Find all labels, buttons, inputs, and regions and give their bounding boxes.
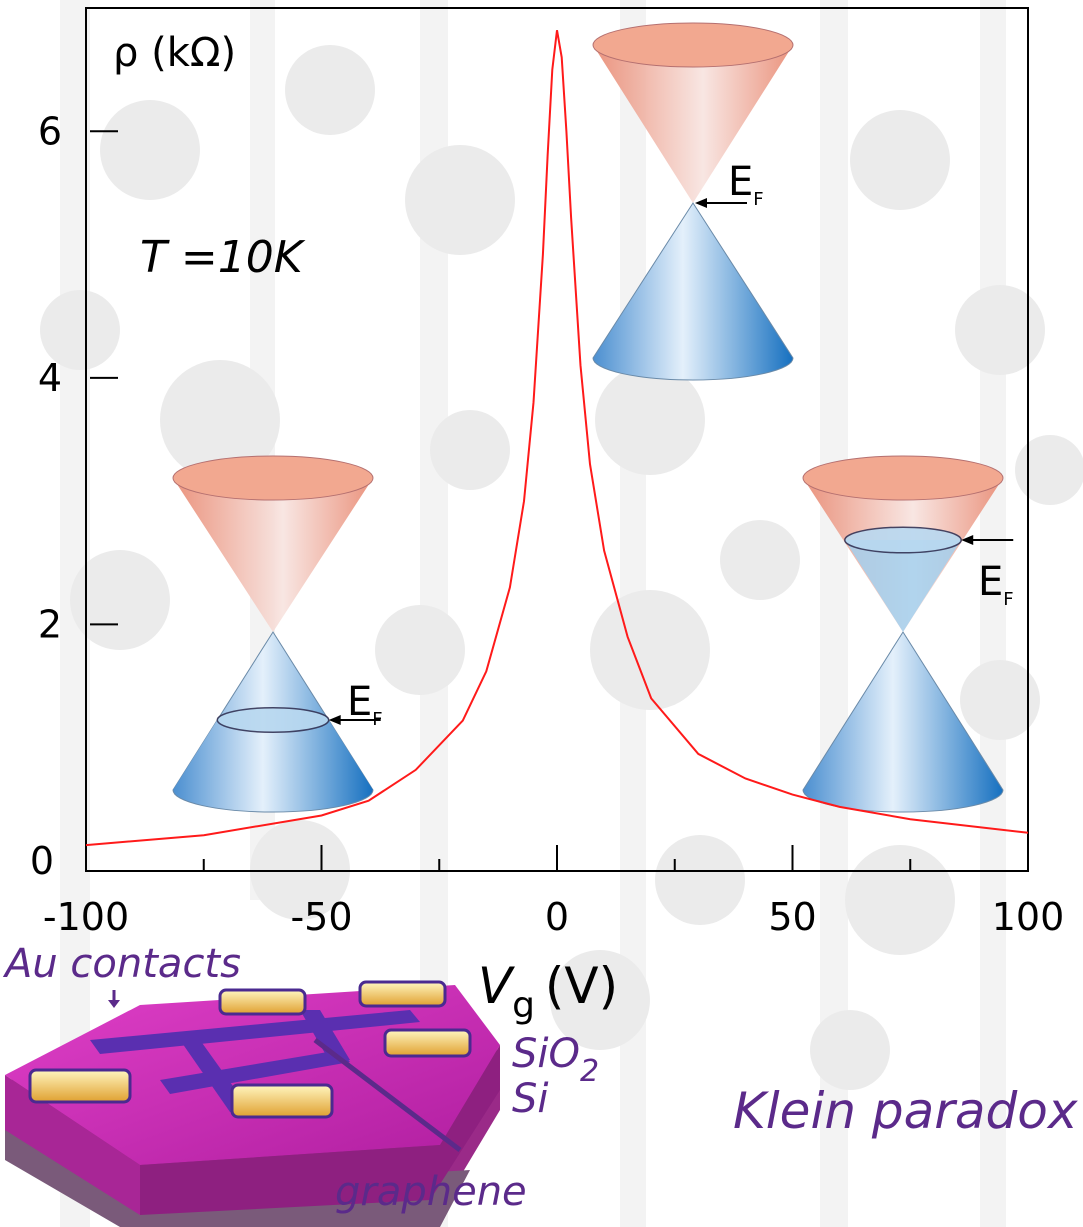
fermi-arrowhead xyxy=(961,535,974,545)
device xyxy=(5,980,500,1227)
cone-rim xyxy=(592,22,794,68)
background-sphere xyxy=(160,360,280,480)
channel-label: graphene xyxy=(335,1169,527,1215)
background-sphere xyxy=(100,100,200,200)
plot: 0 2 4 6 -100 -50 0 50 100 xyxy=(30,30,1064,939)
y-tick-label: 2 xyxy=(38,602,62,646)
filled-band xyxy=(173,720,373,790)
caption: Klein paradox xyxy=(733,1082,1078,1140)
background-sphere xyxy=(845,845,955,955)
fermi-label: EF xyxy=(347,679,383,730)
background-sphere xyxy=(40,290,120,370)
background xyxy=(40,0,1083,1227)
fermi-label: EF xyxy=(978,559,1014,610)
background-sphere xyxy=(590,590,710,710)
x-tick-label: 50 xyxy=(768,895,816,939)
x-label-unit: (V) xyxy=(545,957,618,1015)
background-sphere xyxy=(285,45,375,135)
background-sphere xyxy=(1015,435,1083,505)
fermi-surface xyxy=(216,706,330,734)
fermi-symbol: E xyxy=(347,679,372,725)
y-tick-label: 0 xyxy=(30,839,54,883)
fermi-subscript: F xyxy=(753,189,763,210)
background-sphere xyxy=(850,110,950,210)
fermi-symbol: E xyxy=(978,559,1003,605)
cone-rim xyxy=(172,455,374,501)
x-axis-label: Vg (V) xyxy=(478,957,618,1026)
substrate-label: Si xyxy=(512,1076,549,1122)
fermi-label: EF xyxy=(728,159,764,210)
background-sphere xyxy=(655,835,745,925)
fermi-subscript: F xyxy=(1003,589,1013,610)
background-sphere xyxy=(405,145,515,255)
fermi-surface xyxy=(844,526,962,554)
lower-cone xyxy=(592,202,794,381)
oxide-label: SiO2 xyxy=(512,1031,599,1089)
x-label-symbol: V xyxy=(478,957,516,1015)
background-bar xyxy=(620,0,646,1227)
y-tick-label: 6 xyxy=(38,109,62,153)
background-bar xyxy=(820,0,848,1227)
x-label-subscript: g xyxy=(512,985,535,1026)
fermi-subscript: F xyxy=(372,709,382,730)
fermi-arrowhead xyxy=(328,715,341,725)
background-sphere xyxy=(955,285,1045,375)
background-sphere xyxy=(810,1010,890,1090)
x-tick-label: -50 xyxy=(290,895,352,939)
fermi-symbol: E xyxy=(728,159,753,205)
background-sphere xyxy=(720,520,800,600)
background-sphere xyxy=(375,605,465,695)
background-bar xyxy=(980,0,1006,1227)
x-tick-label: 0 xyxy=(545,895,569,939)
filled-band xyxy=(844,540,962,632)
data-line xyxy=(85,30,1029,847)
y-tick-label: 4 xyxy=(38,356,62,400)
background-sphere xyxy=(550,950,650,1050)
cone-rim xyxy=(802,455,1004,501)
x-tick-label: -100 xyxy=(43,895,129,939)
fermi-arrowhead xyxy=(695,198,707,208)
upper-cone xyxy=(173,478,373,632)
oxide-subscript: 2 xyxy=(580,1054,599,1089)
x-tick-label: 100 xyxy=(992,895,1065,939)
oxide-text: SiO xyxy=(512,1031,580,1077)
y-axis-label: ρ (kΩ) xyxy=(113,30,236,76)
contacts-label: Au contacts xyxy=(2,941,241,987)
background-sphere xyxy=(960,660,1040,740)
upper-cone xyxy=(593,45,793,203)
background-sphere xyxy=(430,410,510,490)
temperature-annotation: T =10K xyxy=(140,232,306,283)
background-sphere xyxy=(595,365,705,475)
